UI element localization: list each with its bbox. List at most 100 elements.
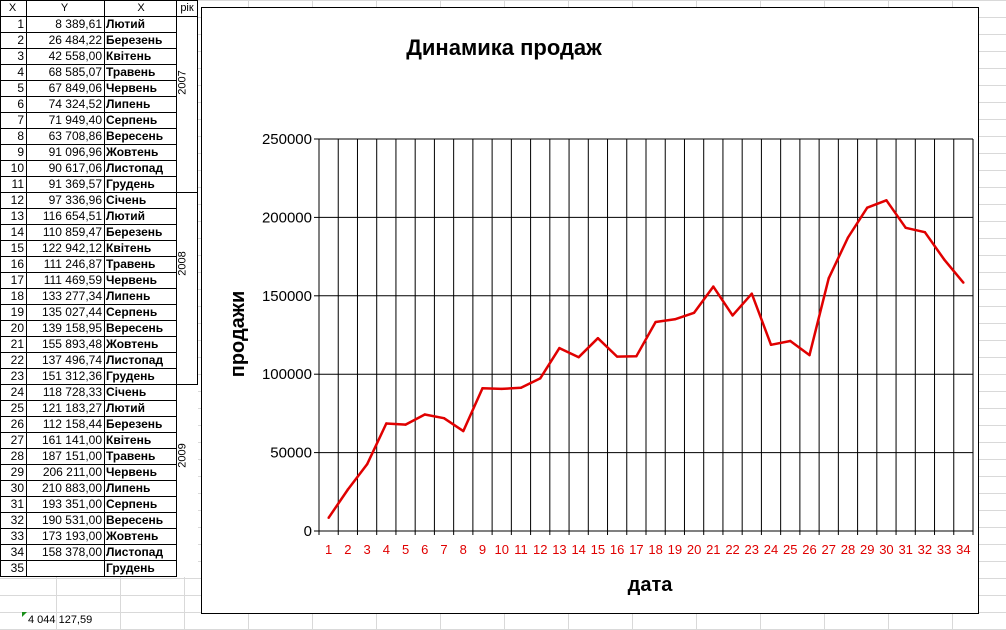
cell-x[interactable]: 25 bbox=[0, 400, 27, 417]
cell-month[interactable]: Червень bbox=[104, 464, 177, 481]
cell-month[interactable]: Серпень bbox=[104, 496, 177, 513]
cell-month[interactable]: Червень bbox=[104, 272, 177, 289]
cell-x[interactable]: 8 bbox=[0, 128, 27, 145]
cell-month[interactable]: Лютий bbox=[104, 208, 177, 225]
cell-month[interactable]: Липень bbox=[104, 288, 177, 305]
cell-x[interactable]: 1 bbox=[0, 16, 27, 33]
cell-month[interactable]: Липень bbox=[104, 480, 177, 497]
cell-y[interactable]: 133 277,34 bbox=[26, 288, 105, 305]
cell-y[interactable]: 173 193,00 bbox=[26, 528, 105, 545]
cell-month[interactable]: Вересень bbox=[104, 128, 177, 145]
year-group-cell[interactable]: 2007 bbox=[176, 16, 198, 193]
chart-area[interactable]: 0 50000 100000 150000 200000 250000 1 2 3 4 5 6 7 8 9 1… bbox=[201, 7, 979, 614]
cell-x[interactable]: 22 bbox=[0, 352, 27, 369]
cell-x[interactable]: 18 bbox=[0, 288, 27, 305]
cell-x[interactable]: 30 bbox=[0, 480, 27, 497]
cell-x[interactable]: 13 bbox=[0, 208, 27, 225]
cell-y[interactable]: 112 158,44 bbox=[26, 416, 105, 433]
cell-y[interactable]: 110 859,47 bbox=[26, 224, 105, 241]
cell-y[interactable]: 193 351,00 bbox=[26, 496, 105, 513]
cell-month[interactable]: Жовтень bbox=[104, 144, 177, 161]
cell-x[interactable]: 24 bbox=[0, 384, 27, 401]
cell-month[interactable]: Листопад bbox=[104, 352, 177, 369]
cell-y[interactable]: 111 469,59 bbox=[26, 272, 105, 289]
cell-month[interactable]: Жовтень bbox=[104, 336, 177, 353]
total-sum[interactable]: 4 044 127,59 bbox=[28, 614, 93, 626]
cell-month[interactable]: Січень bbox=[104, 384, 177, 401]
cell-month[interactable]: Травень bbox=[104, 64, 177, 81]
cell-x[interactable]: 34 bbox=[0, 544, 27, 561]
cell-y[interactable]: 116 654,51 bbox=[26, 208, 105, 225]
cell-x[interactable]: 2 bbox=[0, 32, 27, 49]
cell-y[interactable]: 187 151,00 bbox=[26, 448, 105, 465]
cell-y[interactable]: 68 585,07 bbox=[26, 64, 105, 81]
cell-month[interactable]: Лютий bbox=[104, 16, 177, 33]
cell-month[interactable]: Грудень bbox=[104, 560, 177, 577]
cell-y[interactable]: 155 893,48 bbox=[26, 336, 105, 353]
cell-y[interactable] bbox=[26, 560, 105, 577]
cell-x[interactable]: 5 bbox=[0, 80, 27, 97]
cell-month[interactable]: Січень bbox=[104, 192, 177, 209]
header-y[interactable]: Y bbox=[26, 0, 105, 17]
cell-y[interactable]: 137 496,74 bbox=[26, 352, 105, 369]
header-year[interactable]: рік bbox=[176, 0, 198, 17]
cell-month[interactable]: Грудень bbox=[104, 368, 177, 385]
cell-y[interactable]: 122 942,12 bbox=[26, 240, 105, 257]
cell-month[interactable]: Травень bbox=[104, 256, 177, 273]
cell-x[interactable]: 32 bbox=[0, 512, 27, 529]
cell-month[interactable]: Серпень bbox=[104, 304, 177, 321]
cell-y[interactable]: 8 389,61 bbox=[26, 16, 105, 33]
cell-x[interactable]: 19 bbox=[0, 304, 27, 321]
cell-x[interactable]: 26 bbox=[0, 416, 27, 433]
year-group-cell[interactable]: 2009 bbox=[176, 384, 198, 577]
cell-x[interactable]: 6 bbox=[0, 96, 27, 113]
cell-x[interactable]: 21 bbox=[0, 336, 27, 353]
cell-y[interactable]: 111 246,87 bbox=[26, 256, 105, 273]
cell-month[interactable]: Лютий bbox=[104, 400, 177, 417]
cell-x[interactable]: 23 bbox=[0, 368, 27, 385]
cell-y[interactable]: 151 312,36 bbox=[26, 368, 105, 385]
cell-y[interactable]: 210 883,00 bbox=[26, 480, 105, 497]
cell-y[interactable]: 97 336,96 bbox=[26, 192, 105, 209]
cell-month[interactable]: Грудень bbox=[104, 176, 177, 193]
cell-month[interactable]: Травень bbox=[104, 448, 177, 465]
cell-month[interactable]: Квітень bbox=[104, 432, 177, 449]
cell-y[interactable]: 74 324,52 bbox=[26, 96, 105, 113]
cell-x[interactable]: 16 bbox=[0, 256, 27, 273]
cell-y[interactable]: 42 558,00 bbox=[26, 48, 105, 65]
cell-month[interactable]: Червень bbox=[104, 80, 177, 97]
cell-x[interactable]: 14 bbox=[0, 224, 27, 241]
cell-y[interactable]: 206 211,00 bbox=[26, 464, 105, 481]
header-x[interactable]: X bbox=[0, 0, 27, 17]
cell-month[interactable]: Листопад bbox=[104, 544, 177, 561]
cell-y[interactable]: 67 849,06 bbox=[26, 80, 105, 97]
cell-y[interactable]: 71 949,40 bbox=[26, 112, 105, 129]
cell-x[interactable]: 29 bbox=[0, 464, 27, 481]
cell-y[interactable]: 161 141,00 bbox=[26, 432, 105, 449]
cell-y[interactable]: 63 708,86 bbox=[26, 128, 105, 145]
cell-y[interactable]: 118 728,33 bbox=[26, 384, 105, 401]
cell-month[interactable]: Вересень bbox=[104, 320, 177, 337]
cell-x[interactable]: 20 bbox=[0, 320, 27, 337]
cell-month[interactable]: Квітень bbox=[104, 240, 177, 257]
cell-y[interactable]: 91 369,57 bbox=[26, 176, 105, 193]
cell-month[interactable]: Квітень bbox=[104, 48, 177, 65]
cell-x[interactable]: 17 bbox=[0, 272, 27, 289]
cell-y[interactable]: 158 378,00 bbox=[26, 544, 105, 561]
cell-month[interactable]: Березень bbox=[104, 416, 177, 433]
cell-y[interactable]: 139 158,95 bbox=[26, 320, 105, 337]
cell-month[interactable]: Жовтень bbox=[104, 528, 177, 545]
cell-month[interactable]: Липень bbox=[104, 96, 177, 113]
cell-y[interactable]: 135 027,44 bbox=[26, 304, 105, 321]
cell-month[interactable]: Березень bbox=[104, 32, 177, 49]
cell-x[interactable]: 4 bbox=[0, 64, 27, 81]
cell-month[interactable]: Серпень bbox=[104, 112, 177, 129]
cell-x[interactable]: 11 bbox=[0, 176, 27, 193]
cell-x[interactable]: 31 bbox=[0, 496, 27, 513]
cell-x[interactable]: 28 bbox=[0, 448, 27, 465]
cell-x[interactable]: 10 bbox=[0, 160, 27, 177]
cell-month[interactable]: Березень bbox=[104, 224, 177, 241]
cell-x[interactable]: 3 bbox=[0, 48, 27, 65]
cell-x[interactable]: 15 bbox=[0, 240, 27, 257]
cell-y[interactable]: 26 484,22 bbox=[26, 32, 105, 49]
